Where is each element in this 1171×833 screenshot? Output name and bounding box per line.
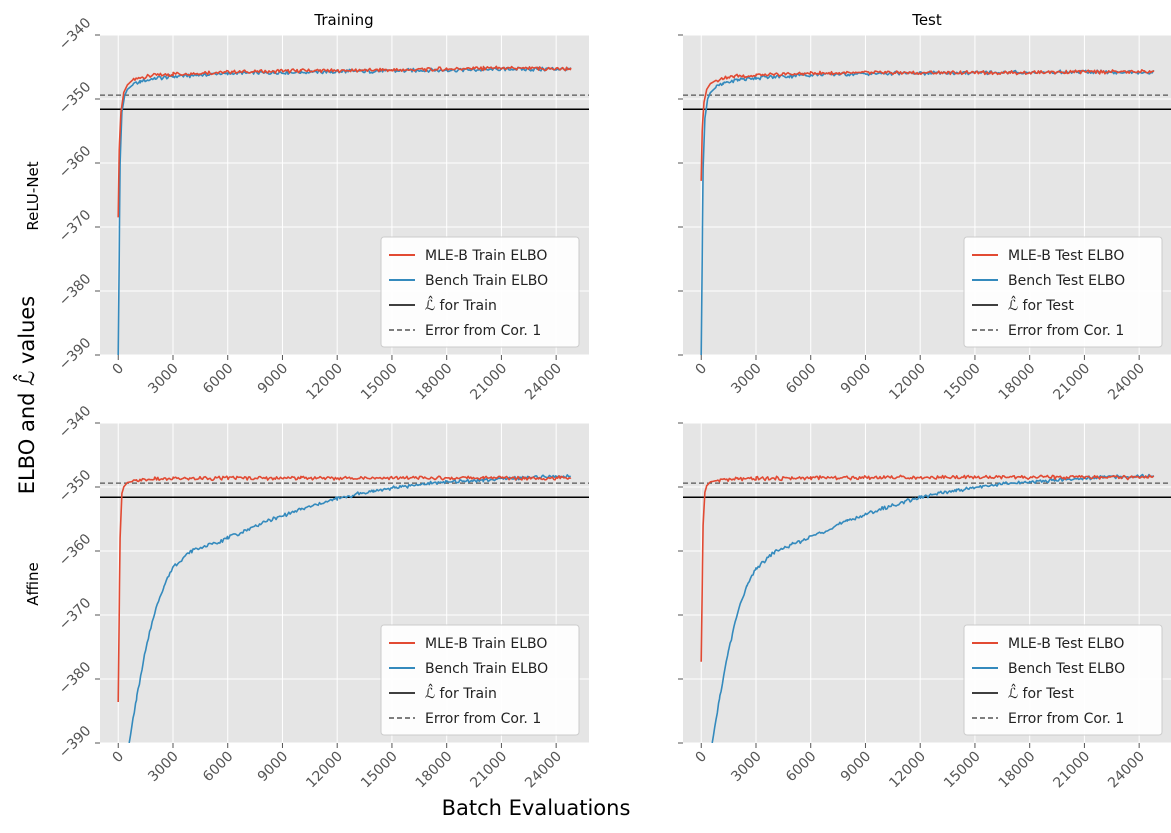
x-tick-label: 9000 bbox=[838, 749, 875, 786]
panel-1: 0 3000 6000 9000 12000 15000 18000 21000 24000 ML… bbox=[678, 34, 1171, 404]
bench-elbo-curve bbox=[711, 473, 1155, 743]
legend-label: Error from Cor. 1 bbox=[1008, 711, 1124, 727]
x-tick-label: 12000 bbox=[886, 749, 929, 792]
x-tick-label: 6000 bbox=[200, 361, 237, 398]
y-tick-label: −390 bbox=[56, 723, 95, 762]
mle-b-elbo-curve bbox=[117, 475, 572, 703]
x-tick-label: 21000 bbox=[1050, 361, 1093, 404]
x-tick-label: 12000 bbox=[303, 749, 346, 792]
legend: MLE-B Train ELBO Bench Train ELBO ℒ̂ for T… bbox=[380, 624, 580, 736]
x-tick-label: 15000 bbox=[941, 749, 984, 792]
plot-area bbox=[683, 69, 1171, 355]
bench-elbo-curve bbox=[128, 474, 571, 743]
column-title-test: Test bbox=[911, 11, 942, 29]
y-tick-label: −380 bbox=[56, 659, 95, 698]
legend-label: ℒ̂ for Test bbox=[1008, 295, 1074, 314]
legend-label: MLE-B Test ELBO bbox=[1008, 636, 1124, 652]
x-tick-label: 3000 bbox=[728, 749, 765, 786]
legend: MLE-B Train ELBO Bench Train ELBO ℒ̂ for T… bbox=[380, 236, 580, 348]
x-tick-label: 18000 bbox=[996, 361, 1039, 404]
x-tick-label: 18000 bbox=[996, 749, 1039, 792]
y-tick-label: −360 bbox=[56, 531, 95, 570]
legend-label: ℒ̂ for Train bbox=[425, 295, 497, 314]
x-tick-label: 12000 bbox=[303, 361, 346, 404]
y-tick-label: −380 bbox=[56, 271, 95, 310]
y-tick-label: −340 bbox=[56, 15, 95, 54]
x-tick-label: 6000 bbox=[783, 749, 820, 786]
mle-b-elbo-curve bbox=[700, 69, 1155, 181]
row-label-relu-net: ReLU-Net bbox=[24, 161, 42, 230]
plot-area bbox=[100, 474, 589, 743]
legend-label: MLE-B Test ELBO bbox=[1008, 248, 1124, 264]
x-tick-label: 15000 bbox=[941, 361, 984, 404]
y-tick-label: −370 bbox=[56, 207, 95, 246]
legend-label: MLE-B Train ELBO bbox=[425, 248, 547, 264]
legend-box bbox=[380, 624, 580, 736]
legend-label: Error from Cor. 1 bbox=[425, 711, 541, 727]
x-tick-label: 18000 bbox=[413, 749, 456, 792]
x-tick-label: 0 bbox=[109, 749, 127, 767]
y-tick-label: −350 bbox=[56, 79, 95, 118]
row-label-affine: Affine bbox=[24, 562, 42, 606]
x-tick-label: 12000 bbox=[886, 361, 929, 404]
x-tick-label: 21000 bbox=[467, 749, 510, 792]
panel-2: −390 −380 −370 −360 −350 −340 0 3000 6000 9000 120… bbox=[56, 403, 589, 791]
x-tick-label: 3000 bbox=[728, 361, 765, 398]
x-tick-label: 9000 bbox=[255, 361, 292, 398]
column-title-training: Training bbox=[313, 11, 373, 29]
x-tick-label: 24000 bbox=[522, 361, 565, 404]
panels-layer: −390 −380 −370 −360 −350 −340 0 3000 6000 9000 120… bbox=[56, 15, 1171, 791]
legend: MLE-B Test ELBO Bench Test ELBO ℒ̂ for Tes… bbox=[963, 236, 1163, 348]
y-tick-label: −360 bbox=[56, 143, 95, 182]
x-tick-label: 3000 bbox=[145, 361, 182, 398]
y-tick-label: −350 bbox=[56, 467, 95, 506]
x-tick-label: 24000 bbox=[1105, 749, 1148, 792]
plot-area bbox=[683, 473, 1171, 743]
legend-label: Error from Cor. 1 bbox=[425, 323, 541, 339]
legend-box bbox=[963, 236, 1163, 348]
legend-label: Bench Test ELBO bbox=[1008, 661, 1125, 677]
x-tick-label: 0 bbox=[109, 361, 127, 379]
legend-label: Bench Train ELBO bbox=[425, 273, 548, 289]
x-tick-label: 24000 bbox=[1105, 361, 1148, 404]
panel-0: −390 −380 −370 −360 −350 −340 0 3000 6000 9000 120… bbox=[56, 15, 589, 403]
legend-label: ℒ̂ for Test bbox=[1008, 683, 1074, 702]
legend-label: Bench Train ELBO bbox=[425, 661, 548, 677]
legend-label: Bench Test ELBO bbox=[1008, 273, 1125, 289]
x-tick-label: 9000 bbox=[255, 749, 292, 786]
panel-3: 0 3000 6000 9000 12000 15000 18000 21000 24000 ML… bbox=[678, 422, 1171, 792]
legend-box bbox=[963, 624, 1163, 736]
figure-y-axis-label: ELBO and ℒ̂ values bbox=[13, 296, 39, 495]
x-tick-label: 24000 bbox=[522, 749, 565, 792]
x-tick-label: 15000 bbox=[358, 361, 401, 404]
x-tick-label: 9000 bbox=[838, 361, 875, 398]
x-tick-label: 6000 bbox=[783, 361, 820, 398]
legend-label: Error from Cor. 1 bbox=[1008, 323, 1124, 339]
legend-box bbox=[380, 236, 580, 348]
plot-area bbox=[100, 65, 589, 355]
x-tick-label: 21000 bbox=[467, 361, 510, 404]
x-tick-label: 15000 bbox=[358, 749, 401, 792]
x-tick-label: 18000 bbox=[413, 361, 456, 404]
legend-label: MLE-B Train ELBO bbox=[425, 636, 547, 652]
x-tick-label: 6000 bbox=[200, 749, 237, 786]
y-tick-label: −390 bbox=[56, 335, 95, 374]
x-tick-label: 0 bbox=[692, 749, 710, 767]
y-tick-label: −370 bbox=[56, 595, 95, 634]
x-tick-label: 21000 bbox=[1050, 749, 1093, 792]
legend-label: ℒ̂ for Train bbox=[425, 683, 497, 702]
mle-b-elbo-curve bbox=[117, 65, 572, 218]
legend: MLE-B Test ELBO Bench Test ELBO ℒ̂ for Tes… bbox=[963, 624, 1163, 736]
figure-x-axis-label: Batch Evaluations bbox=[442, 796, 631, 820]
y-tick-label: −340 bbox=[56, 403, 95, 442]
x-tick-label: 3000 bbox=[145, 749, 182, 786]
mle-b-elbo-curve bbox=[700, 474, 1155, 662]
x-tick-label: 0 bbox=[692, 361, 710, 379]
